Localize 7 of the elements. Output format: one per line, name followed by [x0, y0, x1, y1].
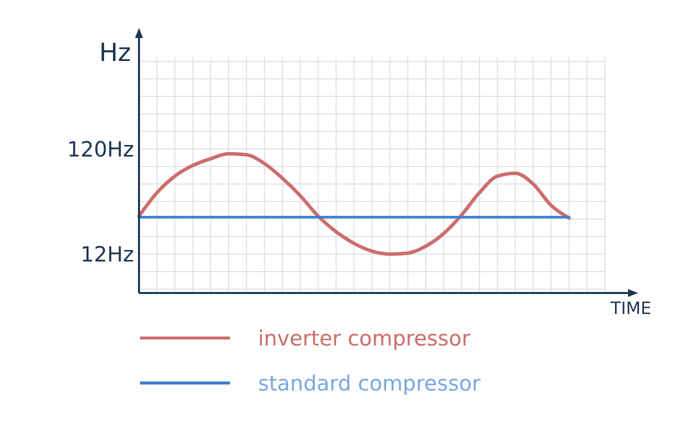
y-tick-label: 12Hz [80, 242, 134, 266]
legend-label: standard compressor [258, 371, 481, 396]
y-axis-title: Hz [99, 38, 131, 67]
y-tick-label: 120Hz [67, 137, 134, 162]
x-axis-title: TIME [610, 299, 652, 319]
legend-label: inverter compressor [258, 326, 471, 350]
line-series [137, 152, 571, 256]
